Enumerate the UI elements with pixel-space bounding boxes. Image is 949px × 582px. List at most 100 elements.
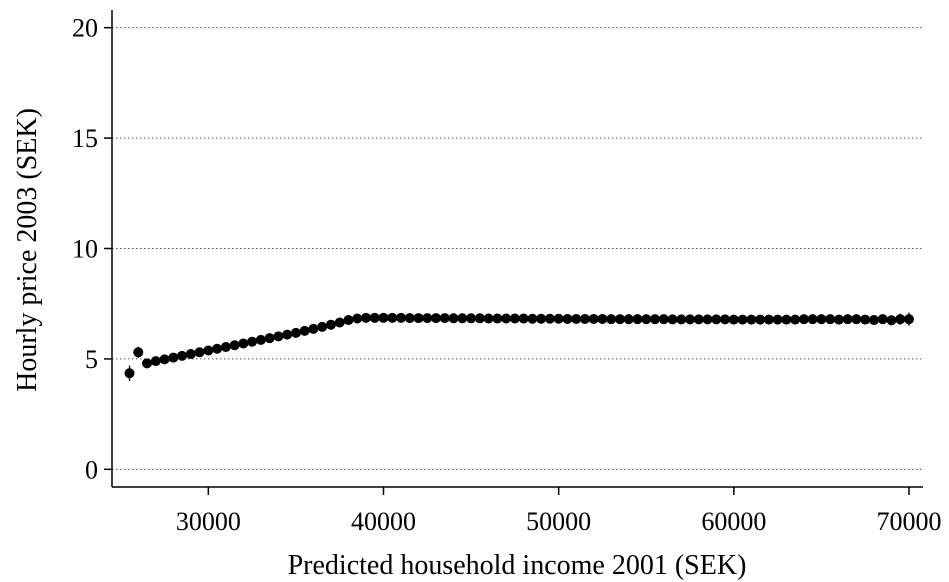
data-point bbox=[825, 314, 836, 325]
data-point bbox=[352, 313, 363, 324]
data-point bbox=[711, 314, 722, 325]
data-point bbox=[544, 313, 555, 324]
data-point bbox=[641, 314, 652, 325]
x-tick-label: 70000 bbox=[876, 507, 941, 536]
data-point bbox=[798, 314, 809, 325]
data-point bbox=[159, 354, 170, 365]
data-point bbox=[518, 313, 529, 324]
data-point bbox=[562, 313, 573, 324]
data-point bbox=[439, 313, 450, 324]
data-point bbox=[746, 314, 757, 325]
data-point bbox=[658, 314, 669, 325]
y-tick-label: 15 bbox=[72, 124, 98, 153]
data-point bbox=[614, 314, 625, 325]
data-point bbox=[142, 358, 153, 369]
data-point bbox=[886, 315, 897, 326]
data-point bbox=[177, 350, 188, 361]
data-point bbox=[868, 315, 879, 326]
data-point bbox=[650, 314, 661, 325]
data-point bbox=[501, 313, 512, 324]
data-point bbox=[720, 314, 731, 325]
data-point bbox=[772, 314, 783, 325]
data-point bbox=[317, 321, 328, 332]
data-point bbox=[124, 368, 135, 379]
data-point bbox=[790, 314, 801, 325]
data-point bbox=[737, 314, 748, 325]
data-point bbox=[895, 314, 906, 325]
data-point bbox=[588, 313, 599, 324]
data-point bbox=[185, 349, 196, 360]
data-point bbox=[860, 314, 871, 325]
data-point bbox=[553, 313, 564, 324]
data-point bbox=[308, 323, 319, 334]
x-axis-label: Predicted household income 2001 (SEK) bbox=[288, 550, 747, 581]
data-point bbox=[807, 314, 818, 325]
data-point bbox=[203, 345, 214, 356]
data-point bbox=[466, 313, 477, 324]
data-point bbox=[903, 314, 914, 325]
data-point bbox=[527, 313, 538, 324]
data-point bbox=[877, 314, 888, 325]
data-point bbox=[255, 334, 266, 345]
data-point bbox=[702, 314, 713, 325]
data-point bbox=[536, 313, 547, 324]
data-points bbox=[124, 312, 914, 381]
data-point bbox=[238, 338, 249, 349]
data-point bbox=[763, 314, 774, 325]
data-point bbox=[571, 313, 582, 324]
data-point bbox=[483, 313, 494, 324]
data-point bbox=[422, 313, 433, 324]
x-tick-label: 40000 bbox=[351, 507, 416, 536]
data-point bbox=[334, 317, 345, 328]
data-point bbox=[133, 347, 144, 358]
data-point bbox=[781, 314, 792, 325]
data-point bbox=[404, 313, 415, 324]
y-tick-label: 5 bbox=[85, 345, 98, 374]
data-point bbox=[413, 313, 424, 324]
y-tick-label: 0 bbox=[85, 455, 98, 484]
data-point bbox=[360, 312, 371, 323]
data-point bbox=[667, 314, 678, 325]
data-point bbox=[220, 341, 231, 352]
data-point bbox=[842, 314, 853, 325]
data-point bbox=[387, 312, 398, 323]
data-point bbox=[685, 314, 696, 325]
data-point bbox=[448, 313, 459, 324]
x-tick-label: 30000 bbox=[176, 507, 241, 536]
data-point bbox=[282, 329, 293, 340]
data-point bbox=[396, 312, 407, 323]
y-tick-label: 20 bbox=[72, 14, 98, 43]
data-point bbox=[168, 352, 179, 363]
data-point bbox=[299, 325, 310, 336]
data-point bbox=[150, 356, 161, 367]
x-tick-label: 60000 bbox=[701, 507, 766, 536]
data-point bbox=[833, 314, 844, 325]
data-point bbox=[457, 313, 468, 324]
data-point bbox=[378, 312, 389, 323]
data-point bbox=[693, 314, 704, 325]
data-point bbox=[474, 313, 485, 324]
data-point bbox=[290, 327, 301, 338]
data-point bbox=[212, 343, 223, 354]
data-point bbox=[264, 333, 275, 344]
x-tick-label: 50000 bbox=[526, 507, 591, 536]
x-ticks: 30000 40000 50000 60000 70000 bbox=[176, 487, 941, 536]
data-point bbox=[325, 319, 336, 330]
data-point bbox=[247, 336, 258, 347]
data-point bbox=[431, 313, 442, 324]
y-tick-label: 10 bbox=[72, 235, 98, 264]
y-axis-label: Hourly price 2003 (SEK) bbox=[12, 108, 43, 392]
data-point bbox=[579, 313, 590, 324]
data-point bbox=[816, 314, 827, 325]
y-ticks: 0 5 10 15 20 bbox=[72, 14, 112, 484]
data-point bbox=[492, 313, 503, 324]
data-point bbox=[509, 313, 520, 324]
data-point bbox=[606, 314, 617, 325]
data-point bbox=[728, 314, 739, 325]
data-point bbox=[273, 331, 284, 342]
data-point bbox=[755, 314, 766, 325]
grid-lines bbox=[112, 27, 923, 470]
data-point bbox=[632, 314, 643, 325]
